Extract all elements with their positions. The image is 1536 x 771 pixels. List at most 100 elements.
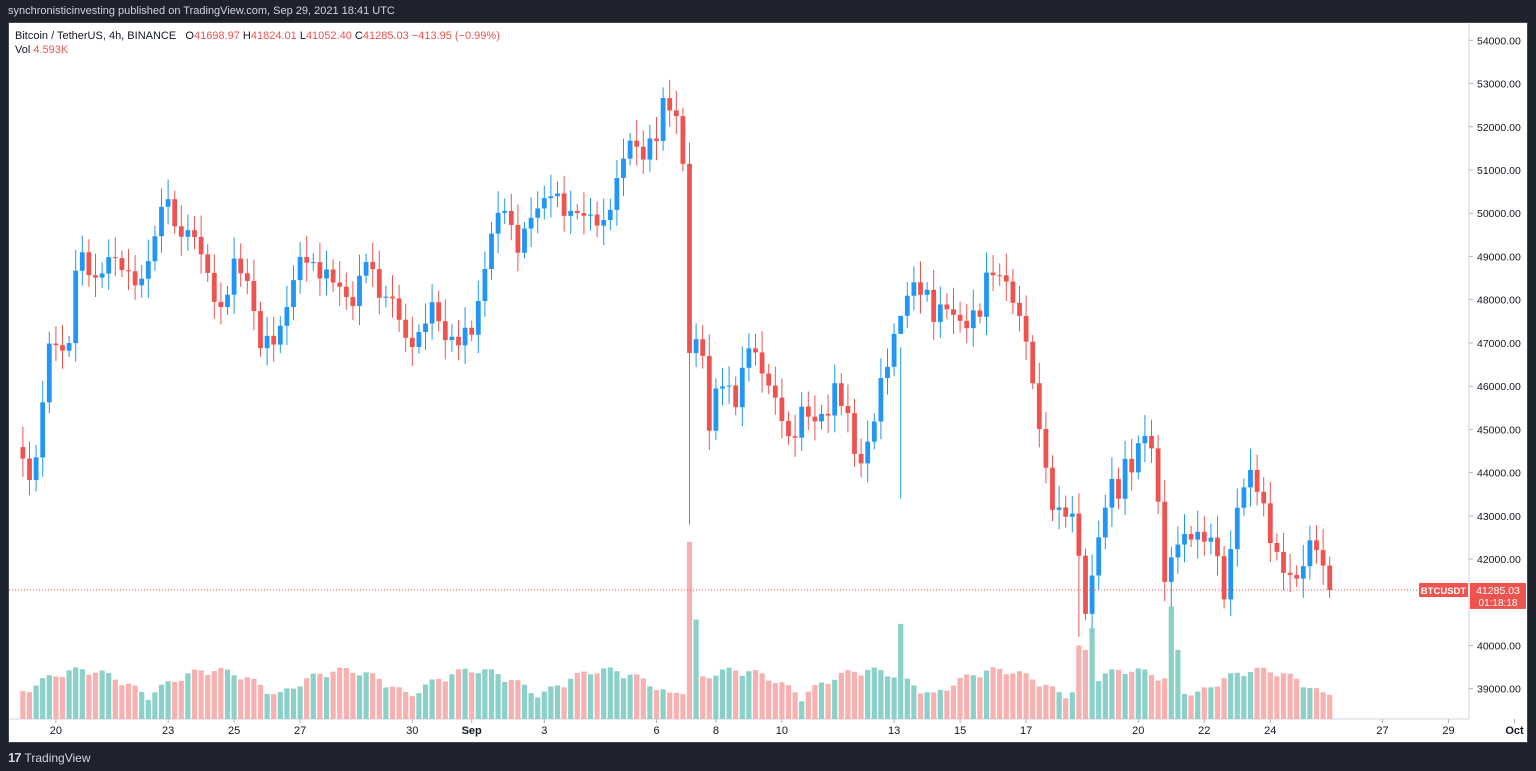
candle-body: [957, 314, 963, 321]
volume-bar: [1241, 676, 1247, 719]
volume-bar: [455, 669, 462, 719]
symbol-tag-text: BTCUSDT: [1421, 586, 1467, 597]
candle-body: [145, 261, 151, 279]
volume-bar: [825, 683, 831, 719]
candle-body: [310, 262, 316, 264]
candle-body: [475, 301, 481, 335]
volume-bar: [1175, 649, 1181, 719]
x-tick-label: 20: [1132, 725, 1144, 737]
y-tick-label: 43000.00: [1477, 511, 1521, 523]
volume-bar: [290, 688, 297, 719]
candle-body: [931, 289, 937, 322]
volume-bar: [1195, 691, 1201, 719]
volume-bar: [574, 672, 580, 719]
legend-change: −413.95 (−0.99%): [411, 30, 500, 42]
candle-body: [706, 355, 712, 431]
candle-body: [865, 441, 871, 464]
volume-bar: [719, 669, 726, 719]
volume-bar: [957, 677, 963, 719]
volume-bar: [779, 682, 785, 719]
candle-body: [977, 310, 983, 317]
candle-body: [1188, 534, 1194, 540]
candle-body: [284, 307, 290, 326]
candle-body: [106, 257, 112, 274]
volume-bar: [561, 687, 567, 719]
volume-bar: [1181, 693, 1188, 719]
candle-body: [871, 421, 877, 442]
x-tick-label: 17: [1020, 725, 1032, 737]
y-tick-label: 46000.00: [1477, 381, 1521, 393]
candle-body: [1050, 467, 1055, 510]
candle-body: [495, 212, 501, 234]
volume-bar: [469, 672, 475, 719]
volume-bar: [977, 677, 983, 719]
volume-bar: [1115, 669, 1122, 719]
candle-body: [376, 269, 382, 298]
publisher-bar: synchronisticinvesting published on Trad…: [0, 0, 1536, 22]
price-tag-countdown: 01:18:18: [1479, 598, 1518, 609]
volume-bar: [502, 682, 508, 719]
candle-body: [568, 210, 574, 216]
candle-body: [317, 262, 323, 279]
candle-body: [489, 233, 494, 270]
price-tag-value: 41285.03: [1476, 585, 1520, 597]
candle-body: [812, 416, 818, 422]
y-tick-label: 53000.00: [1477, 79, 1521, 91]
volume-bar: [46, 675, 52, 719]
x-tick-label: 15: [954, 725, 966, 737]
volume-bar: [878, 670, 884, 719]
y-tick-label: 48000.00: [1477, 295, 1521, 307]
volume-bar: [785, 685, 792, 719]
volume-bar: [1076, 645, 1082, 719]
candle-body: [1307, 540, 1313, 567]
candle-body: [1267, 503, 1273, 544]
volume-bar: [191, 669, 198, 719]
candle-body: [555, 193, 560, 197]
x-tick-label: 23: [162, 725, 174, 737]
price-chart[interactable]: 39000.0040000.0041000.0042000.0043000.00…: [9, 23, 1527, 742]
tradingview-logo[interactable]: 17 TradingView: [8, 750, 91, 765]
volume-bar: [178, 680, 184, 719]
candle-body: [330, 269, 336, 283]
volume-bar: [898, 623, 904, 719]
volume-bar: [317, 673, 323, 719]
volume-bar: [92, 672, 99, 719]
candle-body: [1122, 458, 1128, 499]
volume-bar: [244, 677, 250, 719]
candle-body: [409, 337, 415, 347]
volume-bar: [594, 673, 600, 719]
volume-bar: [482, 669, 488, 719]
volume-bar: [851, 671, 858, 719]
volume-bar: [931, 692, 937, 719]
x-tick-label: 22: [1198, 725, 1210, 737]
candle-body: [852, 413, 857, 454]
volume-bar: [640, 678, 646, 719]
chart-legend: Bitcoin / TetherUS, 4h, BINANCE O41698.9…: [15, 29, 500, 57]
candle-body: [112, 257, 118, 259]
candle-body: [1281, 551, 1286, 573]
volume-bar: [257, 684, 264, 719]
legend-vol-label: Vol: [15, 44, 31, 56]
chart-frame[interactable]: Bitcoin / TetherUS, 4h, BINANCE O41698.9…: [8, 22, 1528, 743]
volume-bar: [125, 683, 132, 719]
volume-bar: [449, 674, 455, 719]
volume-bar: [112, 679, 118, 719]
candle-body: [469, 327, 475, 335]
volume-bar: [1122, 674, 1128, 719]
volume-bar: [838, 672, 844, 719]
candle-body: [673, 110, 679, 117]
candle-body: [403, 319, 409, 338]
candle-body: [1168, 557, 1174, 582]
volume-bar: [53, 676, 59, 719]
volume-bar: [1016, 671, 1023, 719]
candle-body: [27, 458, 32, 480]
candle-body: [86, 252, 92, 276]
candle-body: [1208, 537, 1214, 542]
candle-body: [20, 447, 26, 459]
volume-bar: [1148, 674, 1155, 719]
candle-body: [436, 302, 442, 322]
volume-bar: [277, 692, 283, 719]
candle-body: [429, 302, 435, 324]
x-tick-label: 6: [653, 725, 659, 737]
candle-body: [574, 210, 580, 214]
